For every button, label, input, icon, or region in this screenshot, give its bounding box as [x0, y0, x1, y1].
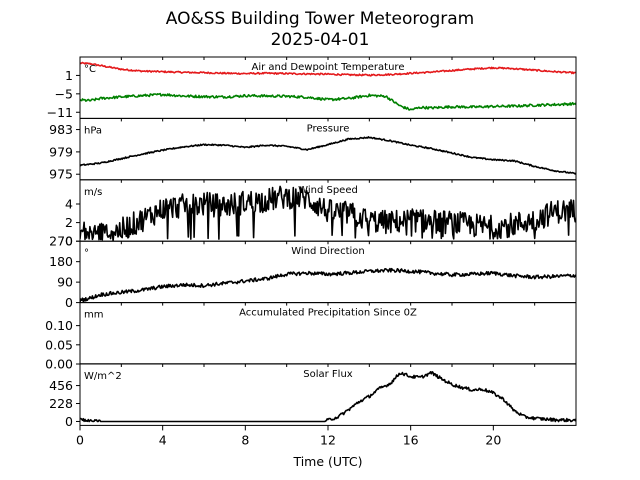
x-tick-label: 16	[403, 432, 419, 447]
precip-ytick-label: 0.00	[45, 357, 73, 372]
solar-unit-label: W/m^2	[84, 371, 122, 382]
temp-series-0	[80, 61, 576, 77]
temp-series-1	[80, 92, 576, 111]
speed-panel-title: Wind Speed	[298, 185, 358, 196]
x-tick-label: 0	[76, 432, 84, 447]
panel-pressure: 983 979 975 hPa Pressure	[49, 117, 577, 182]
panel-speed: 4 2 0 m/s Wind Speed	[65, 179, 577, 249]
x-tick-label: 4	[159, 432, 167, 447]
x-axis-label: Time (UTC)	[292, 454, 362, 469]
precip-panel-title: Accumulated Precipitation Since 0Z	[239, 308, 417, 319]
x-tick-label: 20	[485, 432, 501, 447]
precip-ytick-label: 0.10	[45, 318, 73, 333]
pressure-panel-title: Pressure	[307, 123, 350, 134]
temp-ytick-label: −11	[47, 105, 73, 120]
temp-ytick-label: 1	[65, 68, 73, 83]
x-tick-label: 12	[320, 432, 336, 447]
solar-ytick-label: 456	[49, 378, 73, 393]
panel-solar: 456 228 0 W/m^2 Solar Flux	[49, 363, 577, 429]
temp-panel-title: Air and Dewpoint Temperature	[252, 62, 405, 73]
pressure-ytick-label: 983	[49, 122, 73, 137]
solar-series-0	[80, 371, 576, 423]
temp-ytick-label: −5	[55, 86, 73, 101]
pressure-ytick-label: 975	[49, 167, 73, 182]
x-axis: 0 4 8 12 16 20	[76, 425, 501, 447]
precip-unit-label: mm	[84, 310, 103, 321]
pressure-ytick-label: 979	[49, 144, 73, 159]
direction-ytick-label: 270	[49, 234, 73, 249]
speed-ytick-label: 2	[65, 215, 73, 230]
direction-panel-title: Wind Direction	[291, 246, 365, 257]
panels-group: 1−5−11°C Air and Dewpoint Temperature9839…	[45, 56, 577, 429]
speed-unit-label: m/s	[84, 187, 102, 198]
direction-ytick-label: 180	[49, 254, 73, 269]
panel-precip: 0.10 0.05 0.00 mm Accumulated Precipitation …	[45, 302, 577, 372]
pressure-series-0	[80, 136, 576, 175]
speed-ytick-label: 0	[65, 234, 73, 249]
pressure-unit-label: hPa	[84, 125, 102, 136]
x-tick-label: 8	[241, 432, 249, 447]
temp-unit-label: °C	[84, 64, 96, 75]
direction-ytick-label: 0	[65, 295, 73, 310]
direction-series-0	[80, 267, 576, 303]
panel-temp: 1 −5 −11 °C Air and Dewpoint Temperature	[47, 56, 577, 120]
direction-ytick-label: 90	[57, 275, 73, 290]
solar-panel-title: Solar Flux	[303, 369, 353, 380]
panel-direction: 270 180 90 0 ° Wind Direction	[49, 234, 577, 310]
direction-unit-label: °	[84, 248, 89, 259]
chart-subtitle: 2025-04-01	[271, 30, 370, 50]
chart-title: AO&SS Building Tower Meteorogram	[166, 9, 474, 29]
speed-series-0	[80, 185, 576, 242]
precip-ytick-label: 0.05	[45, 337, 73, 352]
speed-ytick-label: 4	[65, 196, 73, 211]
solar-ytick-label: 0	[65, 414, 73, 429]
solar-ytick-label: 228	[49, 396, 73, 411]
